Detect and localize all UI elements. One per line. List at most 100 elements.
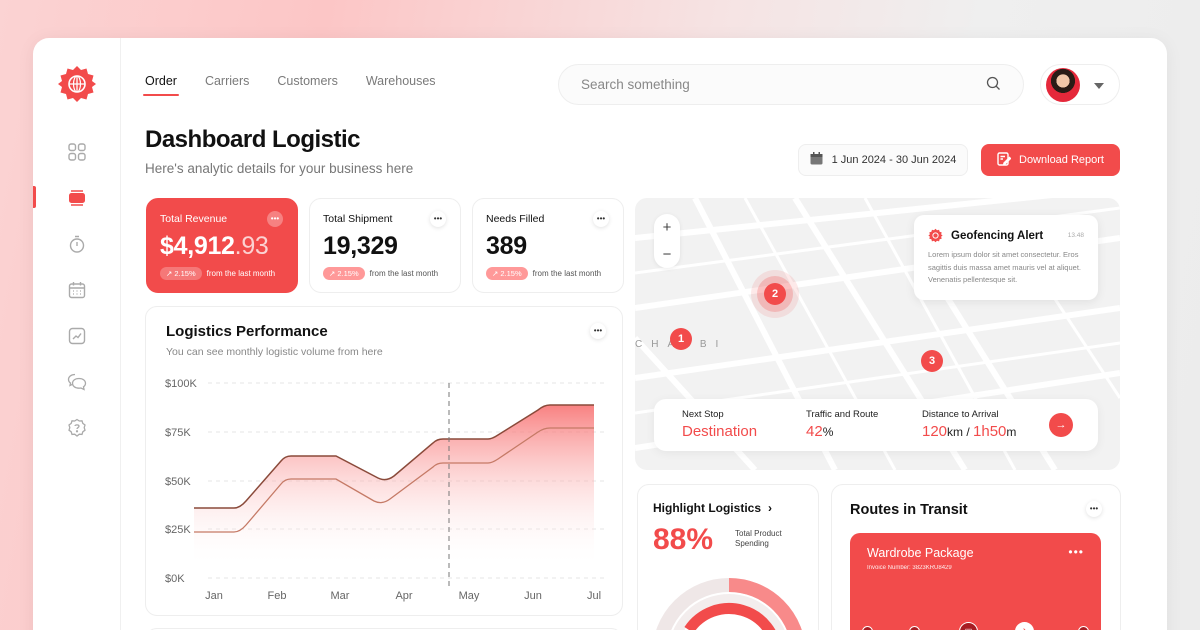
kpi-label: Total Shipment: [323, 213, 393, 225]
x-tick: Mar: [331, 590, 350, 602]
map-pin-2[interactable]: 2: [764, 283, 786, 305]
geofencing-alert: Geofencing Alert 13.48 Lorem ipsum dolor…: [914, 215, 1098, 300]
alert-badge-icon: [928, 228, 943, 243]
search-icon[interactable]: [986, 76, 1001, 94]
date-range-picker[interactable]: 1 Jun 2024 - 30 Jun 2024: [798, 144, 968, 176]
grid-icon[interactable]: [65, 140, 89, 164]
y-tick: $0K: [165, 573, 185, 585]
app-window: Order Carriers Customers Warehouses Sear…: [33, 38, 1167, 630]
tab-customers[interactable]: Customers: [277, 74, 338, 88]
package-name: Wardrobe Package: [867, 546, 974, 560]
page-title: Dashboard Logistic: [145, 126, 361, 153]
route-stop: [862, 626, 873, 630]
distance-value: 120km / 1h50m: [922, 423, 1017, 440]
next-stop-panel: Next Stop Destination Traffic and Route …: [654, 399, 1098, 451]
more-options-icon[interactable]: •••: [430, 211, 446, 227]
zoom-out-button[interactable]: −: [662, 246, 672, 263]
change-text: from the last month: [206, 269, 276, 278]
traffic-value: 42%: [806, 423, 834, 440]
route-stop: [1078, 626, 1089, 630]
help-icon[interactable]: [65, 416, 89, 440]
profile-menu[interactable]: [1040, 64, 1120, 105]
download-report-label: Download Report: [1019, 154, 1104, 166]
chat-icon[interactable]: [65, 370, 89, 394]
change-text: from the last month: [369, 269, 439, 278]
sidebar: [33, 38, 121, 630]
kpi-card-total-shipment: Total Shipment ••• 19,329 ↗ 2.15% from th…: [309, 198, 461, 293]
map-zoom-control: + −: [654, 214, 680, 268]
avatar[interactable]: [1046, 67, 1080, 102]
card-subtitle: You can see monthly logistic volume from…: [166, 346, 383, 358]
card-title: Routes in Transit: [850, 502, 968, 518]
download-report-button[interactable]: Download Report: [981, 144, 1120, 176]
alert-title: Geofencing Alert: [951, 229, 1044, 242]
top-nav: Order Carriers Customers Warehouses: [143, 74, 436, 96]
traffic-label: Traffic and Route: [806, 409, 879, 420]
package-stop-icon: ▣: [959, 622, 978, 630]
highlight-percent: 88%: [653, 523, 714, 556]
order-card-icon[interactable]: [65, 186, 89, 210]
x-tick: Jun: [524, 590, 542, 602]
alert-body: Lorem ipsum dolor sit amet consectetur. …: [928, 250, 1081, 284]
y-tick: $100K: [165, 378, 197, 390]
tab-order[interactable]: Order: [143, 74, 179, 96]
zoom-in-button[interactable]: +: [662, 219, 672, 236]
change-badge: ↗ 2.15%: [160, 267, 202, 280]
airplane-icon: ✈: [1015, 622, 1034, 630]
kpi-value: $4,912.93: [160, 232, 269, 260]
caret-down-icon[interactable]: [1094, 76, 1104, 94]
map-panel[interactable]: + − CHAOBI 1 2 3 Geofencing Alert 13.48 …: [635, 198, 1120, 470]
kpi-value: 19,329: [323, 232, 398, 260]
next-stop-value: Destination: [682, 423, 758, 440]
change-text: from the last month: [532, 269, 602, 278]
y-tick: $75K: [165, 427, 191, 439]
search-placeholder: Search something: [581, 77, 690, 92]
search-input[interactable]: Search something: [558, 64, 1024, 105]
change-badge: ↗ 2.15%: [486, 267, 528, 280]
x-tick: Jan: [205, 590, 223, 602]
highlight-percent-label: Total Product Spending: [735, 529, 782, 548]
next-stop-label: Next Stop: [682, 409, 724, 420]
report-edit-icon: [997, 151, 1012, 169]
logistics-performance-card: Logistics Performance You can see monthl…: [145, 306, 623, 616]
kpi-card-total-revenue: Total Revenue ••• $4,912.93 ↗ 2.15% from …: [146, 198, 298, 293]
y-tick: $50K: [165, 476, 191, 488]
active-indicator: [33, 186, 36, 208]
map-pin-3[interactable]: 3: [921, 350, 943, 372]
distance-label: Distance to Arrival: [922, 409, 999, 420]
arrow-right-button[interactable]: →: [1049, 413, 1073, 437]
radial-progress-chart: [656, 578, 802, 630]
more-options-icon[interactable]: •••: [593, 211, 609, 227]
change-badge: ↗ 2.15%: [323, 267, 365, 280]
page-subtitle: Here's analytic details for your busines…: [145, 161, 414, 176]
routes-in-transit-card: Routes in Transit ••• Wardrobe Package •…: [831, 484, 1121, 630]
kpi-label: Needs Filled: [486, 213, 545, 225]
package-card[interactable]: Wardrobe Package ••• Invoice Number: 382…: [850, 533, 1101, 630]
tab-warehouses[interactable]: Warehouses: [365, 74, 436, 88]
package-menu-icon[interactable]: •••: [1068, 545, 1084, 559]
invoice-number: Invoice Number: 3823KRU8429: [867, 565, 952, 571]
calendar-icon[interactable]: [65, 278, 89, 302]
card-title-link[interactable]: Highlight Logistics ›: [653, 501, 772, 515]
stopwatch-icon[interactable]: [65, 232, 89, 256]
more-options-icon[interactable]: •••: [1086, 501, 1102, 517]
date-range-text: 1 Jun 2024 - 30 Jun 2024: [831, 154, 957, 166]
more-options-icon[interactable]: •••: [267, 211, 283, 227]
kpi-label: Total Revenue: [160, 213, 228, 225]
x-tick: Feb: [268, 590, 287, 602]
more-options-icon[interactable]: •••: [590, 323, 606, 339]
x-tick: Jul: [587, 590, 601, 602]
route-stop: [909, 626, 920, 630]
logo-icon[interactable]: [57, 64, 97, 104]
kpi-card-needs-filled: Needs Filled ••• 389 ↗ 2.15% from the las…: [472, 198, 624, 293]
tab-carriers[interactable]: Carriers: [204, 74, 250, 88]
map-pin-1[interactable]: 1: [670, 328, 692, 350]
chevron-right-icon: ›: [768, 501, 772, 515]
x-tick: May: [459, 590, 480, 602]
performance-area-chart: $100K $75K $50K $25K $0K Jan Feb Mar Apr…: [165, 378, 606, 602]
highlight-logistics-card: Highlight Logistics › 88% Total Product Sp…: [637, 484, 819, 630]
card-title: Logistics Performance: [166, 323, 328, 340]
x-tick: Apr: [395, 590, 412, 602]
chart-icon[interactable]: [65, 324, 89, 348]
kpi-value: 389: [486, 232, 527, 260]
